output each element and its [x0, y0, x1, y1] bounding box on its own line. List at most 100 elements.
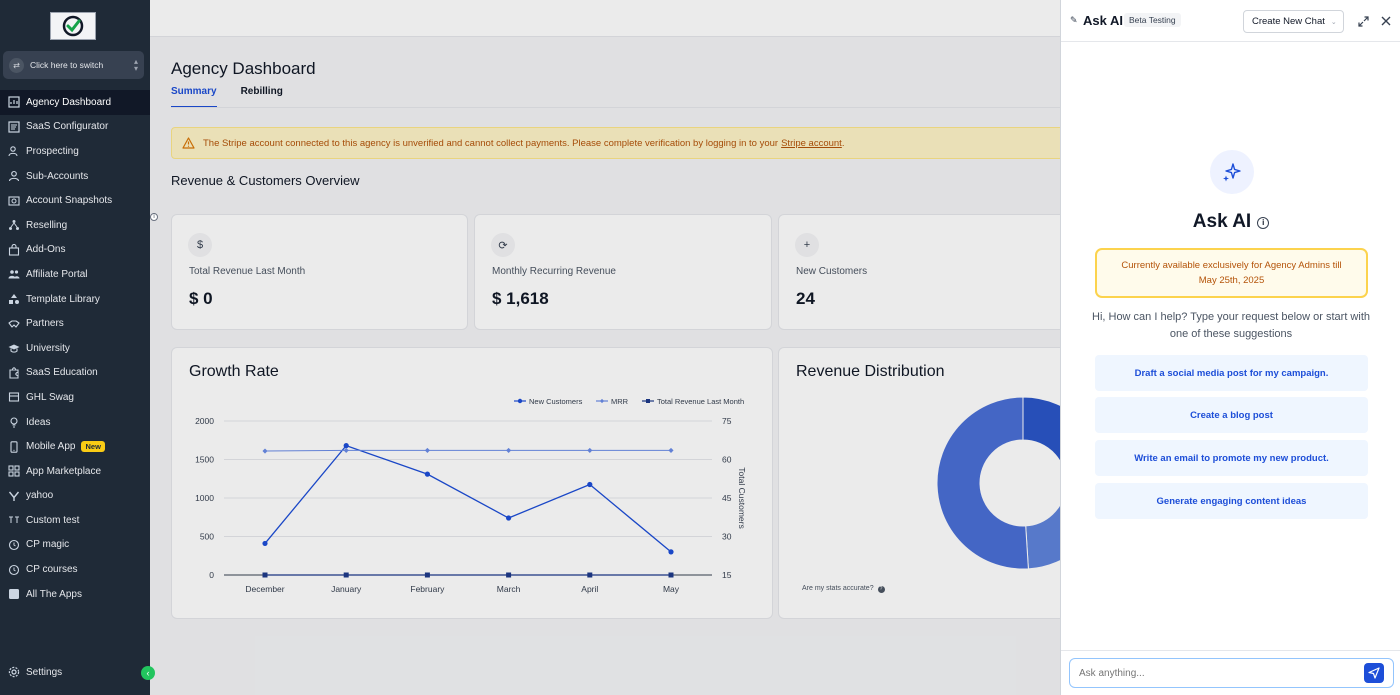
data-point — [424, 572, 430, 578]
sidebar-item-cp-magic[interactable]: CP magic — [0, 533, 150, 558]
app-icon — [8, 588, 20, 600]
data-point — [343, 443, 349, 449]
sidebar-item-reselling[interactable]: Reselling — [0, 213, 150, 238]
pin-icon[interactable]: ✎ — [1070, 15, 1078, 25]
data-point — [262, 448, 268, 454]
sidebar-item-agency-dashboard[interactable]: Agency Dashboard — [0, 90, 150, 115]
stats-question-text: Are my stats accurate? — [802, 585, 874, 592]
lightbulb-icon — [8, 416, 20, 428]
sidebar-item-label: Template Library — [26, 293, 100, 305]
data-point — [343, 572, 349, 578]
sidebar-item-add-ons[interactable]: Add-Ons — [0, 238, 150, 263]
info-icon[interactable]: i — [1257, 216, 1270, 229]
revenue-distribution-title: Revenue Distribution — [796, 363, 945, 380]
grid-icon — [8, 465, 20, 477]
stripe-account-link[interactable]: Stripe account — [781, 137, 842, 149]
stats-accuracy-link[interactable]: Are my stats accurate? ? — [802, 585, 885, 593]
sidebar-item-sub-accounts[interactable]: Sub-Accounts — [0, 164, 150, 189]
sidebar-item-template-library[interactable]: Template Library — [0, 287, 150, 312]
tab-summary[interactable]: Summary — [171, 86, 217, 108]
sidebar-item-ghl-swag[interactable]: GHL Swag — [0, 385, 150, 410]
info-icon[interactable]: i — [150, 213, 158, 221]
settings-label: Settings — [26, 666, 63, 678]
x-tick-label: January — [331, 584, 362, 594]
sidebar-item-label: Affiliate Portal — [26, 268, 88, 280]
suggestion-email[interactable]: Write an email to promote my new product… — [1095, 440, 1368, 476]
warning-icon — [182, 137, 195, 149]
x-tick-label: December — [245, 584, 284, 594]
sidebar-item-app-marketplace[interactable]: App Marketplace — [0, 459, 150, 484]
phone-icon — [8, 440, 20, 453]
chevron-down-icon: ⌄ — [1330, 18, 1337, 26]
sidebar-item-affiliate-portal[interactable]: Affiliate Portal — [0, 262, 150, 287]
collapse-sidebar-button[interactable]: ‹ — [141, 666, 155, 680]
network-icon — [8, 219, 20, 231]
donut-slice — [936, 396, 1029, 570]
sidebar-item-settings[interactable]: Settings — [0, 660, 150, 684]
close-button[interactable] — [1379, 14, 1393, 28]
suggestion-blog-post[interactable]: Create a blog post — [1095, 397, 1368, 433]
sidebar-item-saas-configurator[interactable]: SaaS Configurator — [0, 115, 150, 140]
alert-text: The Stripe account connected to this age… — [203, 137, 779, 149]
dashboard-tabs: Summary Rebilling — [171, 86, 283, 108]
create-new-chat-dropdown[interactable]: Create New Chat ⌄ — [1243, 10, 1344, 33]
tab-rebilling[interactable]: Rebilling — [240, 86, 283, 97]
store-icon — [8, 391, 20, 403]
gear-icon — [8, 666, 20, 678]
sidebar-item-cp-courses[interactable]: CP courses — [0, 557, 150, 582]
expand-button[interactable] — [1356, 14, 1370, 28]
ask-ai-panel: ✎ Ask AI Beta Testing Create New Chat ⌄ … — [1060, 0, 1400, 695]
stat-label: New Customers — [796, 266, 868, 277]
stat-value: $ 0 — [189, 289, 213, 308]
stat-value: 24 — [796, 289, 815, 308]
legend-label[interactable]: New Customers — [529, 397, 583, 406]
stat-card-new-customers: + New Customers 24 — [778, 214, 1060, 330]
circle-icon — [8, 539, 20, 551]
suggestion-social-post[interactable]: Draft a social media post for my campaig… — [1095, 355, 1368, 391]
send-button[interactable] — [1364, 663, 1384, 683]
data-point — [424, 447, 430, 453]
data-point — [668, 549, 674, 555]
sidebar-item-label: Reselling — [26, 219, 68, 231]
series-line-new-customers — [264, 444, 672, 553]
donut-slice — [1022, 396, 1060, 463]
sidebar-item-label: Mobile App — [26, 441, 76, 453]
revenue-distribution-chart — [936, 396, 1060, 570]
sidebar-item-partners[interactable]: Partners — [0, 311, 150, 336]
send-icon — [1368, 667, 1380, 679]
notice-line-1: Currently available exclusively for Agen… — [1121, 260, 1342, 271]
sidebar-item-custom-test[interactable]: Custom test — [0, 508, 150, 533]
main-content: Agency Dashboard Summary Rebilling The S… — [150, 0, 1060, 695]
suggestion-content-ideas[interactable]: Generate engaging content ideas — [1095, 483, 1368, 519]
data-point — [506, 515, 512, 521]
sidebar-item-label: Partners — [26, 318, 64, 330]
user-icon — [8, 170, 20, 182]
sidebar-item-label: GHL Swag — [26, 391, 74, 403]
sidebar-item-university[interactable]: University — [0, 336, 150, 361]
sidebar-item-ideas[interactable]: Ideas — [0, 410, 150, 435]
revenue-distribution-card: Revenue Distribution Are my stats accura… — [778, 347, 1060, 619]
ask-ai-header: ✎ Ask AI Beta Testing Create New Chat ⌄ — [1061, 0, 1400, 42]
account-switcher[interactable]: ⇄ Click here to switch ▴ ▾ — [3, 51, 144, 79]
legend-marker — [599, 398, 605, 404]
sidebar-item-yahoo[interactable]: yahoo — [0, 484, 150, 509]
legend-label[interactable]: MRR — [611, 397, 629, 406]
beta-badge: Beta Testing — [1124, 13, 1181, 27]
sidebar-item-prospecting[interactable]: Prospecting — [0, 139, 150, 164]
sidebar-item-saas-education[interactable]: SaaS Education — [0, 361, 150, 386]
switcher-label: Click here to switch — [30, 60, 104, 70]
data-point — [587, 572, 593, 578]
overview-title: Revenue & Customers Overview — [171, 173, 360, 188]
shapes-icon — [8, 293, 20, 305]
sidebar-item-mobile-app[interactable]: Mobile App New — [0, 434, 150, 459]
agency-logo[interactable] — [50, 12, 96, 40]
ask-anything-input[interactable] — [1069, 658, 1394, 688]
growth-rate-title: Growth Rate — [189, 363, 279, 380]
growth-rate-chart: 0 500 1000 1500 2000 15 30 45 60 75 Total Customer… — [195, 397, 747, 594]
sidebar-item-all-the-apps[interactable]: All The Apps — [0, 582, 150, 607]
notice-line-2: May 25th, 2025 — [1198, 275, 1265, 286]
sidebar-item-account-snapshots[interactable]: Account Snapshots — [0, 188, 150, 213]
sparkle-icon — [1210, 150, 1254, 194]
x-tick-label: April — [581, 584, 598, 594]
legend-label[interactable]: Total Revenue Last Month — [657, 397, 744, 406]
